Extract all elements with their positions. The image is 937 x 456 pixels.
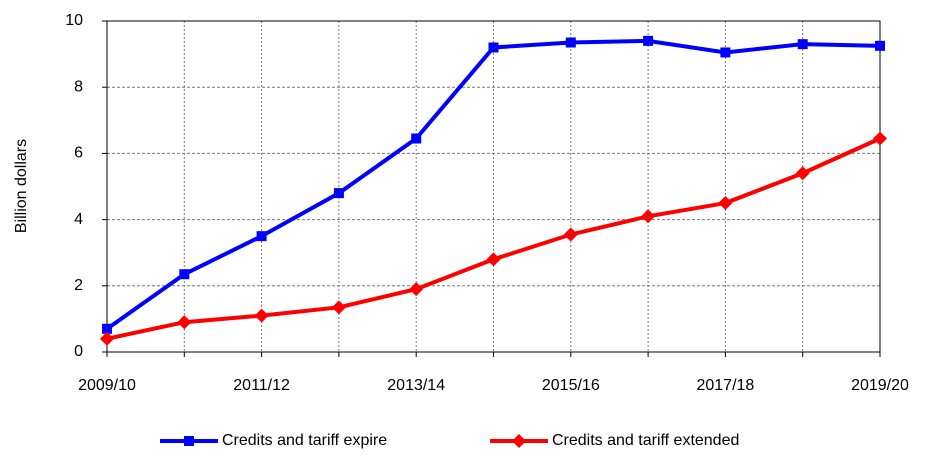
data-point	[333, 188, 344, 199]
legend-label: Credits and tariff expire	[222, 432, 387, 449]
data-point	[256, 231, 267, 242]
data-point	[411, 133, 422, 144]
x-tick-label: 2009/10	[78, 377, 136, 394]
data-point	[100, 331, 114, 346]
legend-label: Credits and tariff extended	[552, 432, 739, 449]
data-point	[797, 39, 808, 50]
y-tick-label: 2	[74, 277, 83, 294]
y-axis-label: Billion dollars	[13, 139, 30, 233]
data-point	[795, 166, 810, 181]
y-tick-label: 4	[74, 211, 83, 228]
data-point	[643, 35, 654, 46]
y-tick-label: 0	[74, 343, 83, 360]
data-point	[102, 323, 112, 334]
data-point	[254, 308, 269, 323]
y-tick-label: 10	[65, 12, 83, 29]
data-point	[177, 315, 192, 330]
x-tick-label: 2017/18	[696, 377, 754, 394]
data-point	[488, 42, 499, 53]
data-point	[641, 209, 656, 224]
x-tick-label: 2013/14	[387, 377, 445, 394]
y-tick-label: 8	[74, 78, 83, 95]
data-point	[486, 252, 501, 267]
legend-marker	[184, 436, 194, 446]
data-point	[331, 300, 346, 315]
data-point	[179, 269, 190, 280]
data-point	[718, 196, 733, 211]
data-point	[565, 37, 576, 48]
legend-marker	[512, 434, 526, 448]
data-point	[720, 47, 731, 58]
x-tick-label: 2019/20	[851, 377, 909, 394]
data-point	[873, 131, 887, 146]
data-point	[409, 282, 424, 297]
x-tick-label: 2015/16	[542, 377, 600, 394]
x-tick-label: 2011/12	[233, 377, 290, 394]
y-tick-label: 6	[74, 145, 83, 162]
data-point	[563, 227, 578, 242]
data-point	[875, 40, 885, 51]
